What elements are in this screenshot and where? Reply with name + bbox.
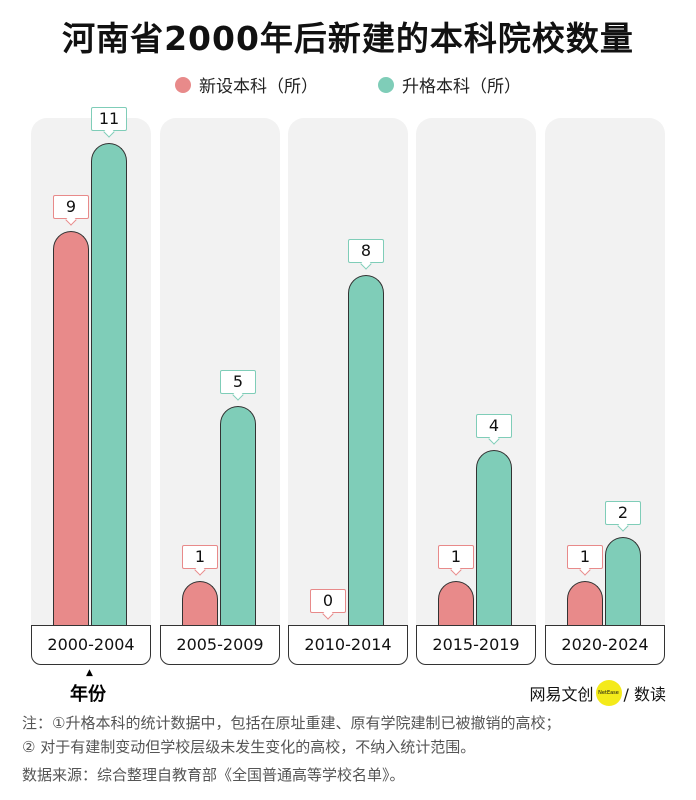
note-1: 注：①升格本科的统计数据中，包括在原址重建、原有学院建制已被撤销的高校； [22, 714, 561, 732]
arrow-up-icon: ▲ [86, 668, 93, 678]
data-label: 11 [91, 107, 127, 132]
legend-label: 升格本科（所） [402, 77, 521, 97]
legend-item-upgraded: 升格本科（所） [378, 72, 521, 97]
data-label: 1 [567, 545, 603, 570]
legend-label: 新设本科（所） [199, 77, 318, 97]
bar [182, 581, 218, 625]
brand-sub: / 数读 [623, 685, 666, 704]
data-label: 0 [310, 589, 346, 613]
bar [348, 274, 384, 625]
category-panel [545, 118, 665, 625]
note-2: ② 对于有建制变动但学校层级未发生变化的高校，不纳入统计范围。 [22, 738, 476, 756]
data-label: 4 [476, 413, 512, 438]
data-label: 8 [348, 238, 384, 263]
bar [605, 537, 641, 625]
bar [220, 406, 256, 625]
data-label: 1 [182, 545, 218, 570]
data-label: 1 [438, 545, 474, 570]
data-label: 9 [53, 194, 89, 219]
x-tick-label: 2020-2024 [545, 625, 665, 665]
bar [438, 581, 474, 625]
brand-logo: 网易文创 NetEase / 数读 [529, 680, 666, 706]
x-tick-label: 2015-2019 [416, 625, 536, 665]
legend-swatch [378, 76, 394, 93]
legend-item-new: 新设本科（所） [175, 72, 318, 97]
bar [91, 143, 127, 625]
source: 数据来源：综合整理自教育部《全国普通高等学校名单》。 [22, 766, 405, 784]
x-tick-label: 2010-2014 [288, 625, 408, 665]
x-axis-label: 年份 [70, 684, 106, 705]
data-label: 5 [220, 370, 256, 394]
bar [53, 230, 89, 625]
bar [476, 449, 512, 625]
netease-logo: NetEase [595, 680, 622, 706]
bar [567, 581, 603, 625]
x-tick-label: 2005-2009 [160, 625, 280, 665]
data-label: 2 [605, 501, 641, 526]
chart-title: 河南省2000年后新建的本科院校数量 [62, 19, 634, 58]
x-tick-label: 2000-2004 [31, 625, 151, 665]
legend: 新设本科（所） 升格本科（所） [0, 72, 696, 97]
brand-name: 网易文创 [529, 685, 594, 704]
legend-swatch [175, 76, 191, 93]
